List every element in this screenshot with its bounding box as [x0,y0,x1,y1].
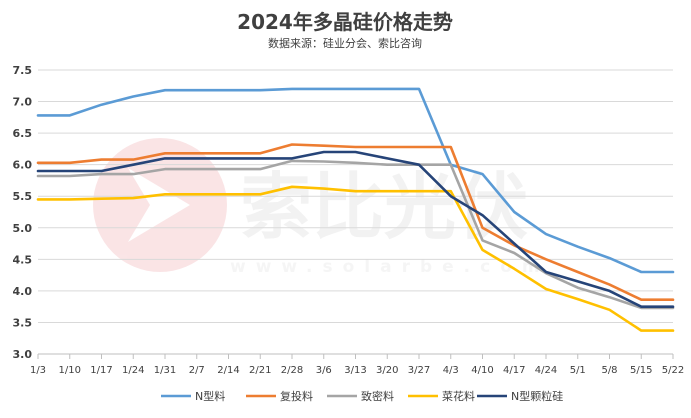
y-tick-label: 7.5 [13,64,33,77]
x-tick-label: 2/21 [249,365,271,376]
x-tick-label: 1/31 [154,365,176,376]
x-tick-label: 2/14 [217,365,239,376]
x-tick-label: 1/10 [59,365,81,376]
x-tick-label: 5/1 [570,365,586,376]
y-tick-label: 5.0 [13,222,33,235]
legend-label: N型颗粒硅 [511,389,563,403]
x-tick-label: 5/8 [601,365,617,376]
y-axis: 3.0 3.5 4.0 4.5 5.0 5.5 6.0 6.5 7.0 7.5 [13,64,33,361]
x-tick-label: 5/15 [630,365,652,376]
x-tick-label: 3/13 [344,365,366,376]
chart-subtitle: 数据来源：硅业分会、索比咨询 [268,36,422,50]
x-tick-label: 1/24 [122,365,144,376]
watermark-logo-arrow [128,168,190,242]
legend: N型料 复投料 致密料 菜花料 N型颗粒硅 [161,389,563,403]
x-axis: 1/3 1/10 1/17 1/24 1/31 2/7 2/14 2/21 2/28 3/6 3/1… [30,353,684,376]
legend-label: N型料 [195,389,225,403]
x-tick-label: 2/28 [281,365,303,376]
y-tick-label: 5.5 [13,190,33,203]
chart-title: 2024年多晶硅价格走势 [237,10,453,34]
series-line-1 [36,87,675,274]
legend-item: N型颗粒硅 [477,389,563,403]
y-tick-label: 6.5 [13,127,33,140]
y-tick-label: 7.0 [13,96,33,109]
series-line-3 [36,159,675,310]
y-tick-label: 6.0 [13,159,33,172]
x-tick-label: 4/24 [535,365,557,376]
x-tick-label: 1/17 [90,365,112,376]
x-tick-label: 4/17 [503,365,525,376]
watermark-url-text: www.solarbe.com [230,257,550,277]
y-tick-label: 4.5 [13,253,33,266]
series-line-4 [36,185,675,332]
legend-label: 致密料 [361,389,394,403]
legend-label: 复投料 [280,389,313,403]
series-line-2 [36,143,675,302]
legend-item: 致密料 [327,389,394,403]
y-tick-label: 4.0 [13,285,33,298]
y-tick-label: 3.0 [13,348,33,361]
legend-item: N型料 [161,389,225,403]
legend-item: 菜花料 [408,389,475,403]
legend-label: 菜花料 [442,389,475,403]
legend-item: 复投料 [246,389,313,403]
series-line-5 [36,150,675,309]
x-tick-label: 5/22 [662,365,684,376]
series-lines [36,87,675,332]
x-tick-label: 2/7 [189,365,205,376]
x-tick-label: 1/3 [30,365,46,376]
x-tick-label: 4/10 [471,365,493,376]
x-tick-label: 3/6 [316,365,332,376]
y-tick-label: 3.5 [13,316,33,329]
x-tick-label: 3/20 [376,365,398,376]
x-tick-label: 4/3 [443,365,459,376]
x-tick-label: 3/27 [408,365,430,376]
